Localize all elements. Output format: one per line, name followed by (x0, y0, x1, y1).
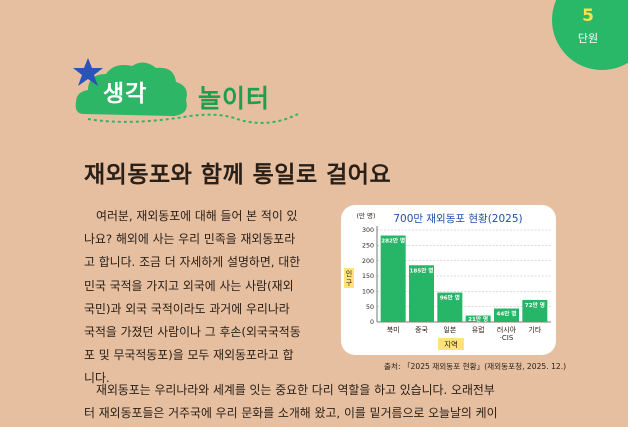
section-title: 놀이터 (198, 84, 271, 113)
article-title: 재외동포와 함께 통일로 걸어요 (84, 162, 392, 188)
text-line: 포 및 무국적동포)을 모두 재외동포라고 합 (84, 348, 294, 363)
ylabel-box (344, 268, 354, 288)
text-line: 재외동포는 우리나라와 세계를 잇는 중요한 다리 역할을 하고 있습니다. 오… (96, 383, 495, 397)
y-tick-label: 150 (362, 273, 374, 280)
y-tick-label: 100 (362, 289, 374, 296)
unit-label: 단원 (577, 32, 599, 45)
cloud-badge-icon (73, 58, 299, 124)
chart-ylabel: 인 (346, 269, 352, 278)
text-line: 니다. (84, 371, 110, 386)
bar-value-label: 72만 명 (525, 301, 545, 309)
bar (465, 315, 491, 322)
text-line: 국적을 가졌던 사람이나 그 후손(외국국적동 (84, 325, 301, 340)
bar (380, 235, 406, 322)
bar-value-label: 282만 명 (381, 237, 405, 245)
category-label: 북미 (387, 325, 400, 334)
text-line: 터 재외동포들은 거주국에 우리 문화를 소개해 왔고, 이를 밑거름으로 오늘… (84, 406, 498, 421)
population-bar-chart: 700만 재외동포 현황(2025) (만 명) 0 50 100 150 200 250… (344, 211, 551, 350)
bar-value-label: 44만 명 (496, 310, 516, 318)
text-line: 나요? 해외에 사는 우리 민족을 재외동포라 (84, 232, 296, 247)
y-tick-label: 0 (370, 319, 374, 326)
chart-xlabel: 지역 (444, 339, 458, 349)
y-tick-label: 250 (362, 243, 374, 250)
bar (409, 265, 434, 322)
bar (437, 292, 463, 322)
y-tick-label: 50 (366, 304, 374, 311)
section-badge: 생각 (103, 81, 148, 107)
y-tick-label: 300 (362, 227, 374, 234)
category-label: 러시아 (497, 325, 517, 334)
text-line: 국민)과 외국 국적이라도 과거에 우리나라 (84, 301, 290, 316)
xlabel-box (438, 338, 464, 350)
bar (522, 299, 548, 322)
category-label: 기타 (528, 325, 541, 334)
bar-value-label: 96만 명 (440, 294, 460, 302)
bar-value-label: 185만 명 (410, 266, 434, 274)
text-line: 민국 국적을 가지고 외국에 사는 사람(재외 (84, 278, 294, 293)
category-label: 유럽 (472, 325, 485, 334)
star-icon (73, 58, 103, 86)
text-line: 여러분, 재외동포에 대해 들어 본 적이 있 (96, 209, 298, 223)
paragraph-bridge: 재외동포는 우리나라와 세계를 잇는 중요한 다리 역할을 하고 있습니다. 오… (84, 379, 554, 425)
category-label: 중국 (415, 326, 428, 334)
y-tick-label: 200 (362, 258, 374, 265)
bar (494, 308, 519, 322)
chart-unit-label: (만 명) (356, 211, 375, 220)
text-line: 고 합니다. 조금 더 자세하게 설명하면, 대한 (84, 255, 301, 270)
paragraph-intro: 여러분, 재외동포에 대해 들어 본 적이 있 나요? 해외에 사는 우리 민족… (84, 205, 330, 391)
category-label: 일본 (443, 325, 456, 334)
chart-title: 700만 재외동포 현황(2025) (393, 213, 522, 225)
unit-number: 5 (582, 6, 594, 26)
chart-ylabel-2: 구 (346, 279, 353, 287)
category-label: ·CIS (500, 334, 514, 342)
bar-value-label: 21만 명 (468, 315, 488, 323)
chart-source: 출처: 「2025 재외동포 현황」(재외동포청, 2025. 12.) (384, 362, 567, 371)
